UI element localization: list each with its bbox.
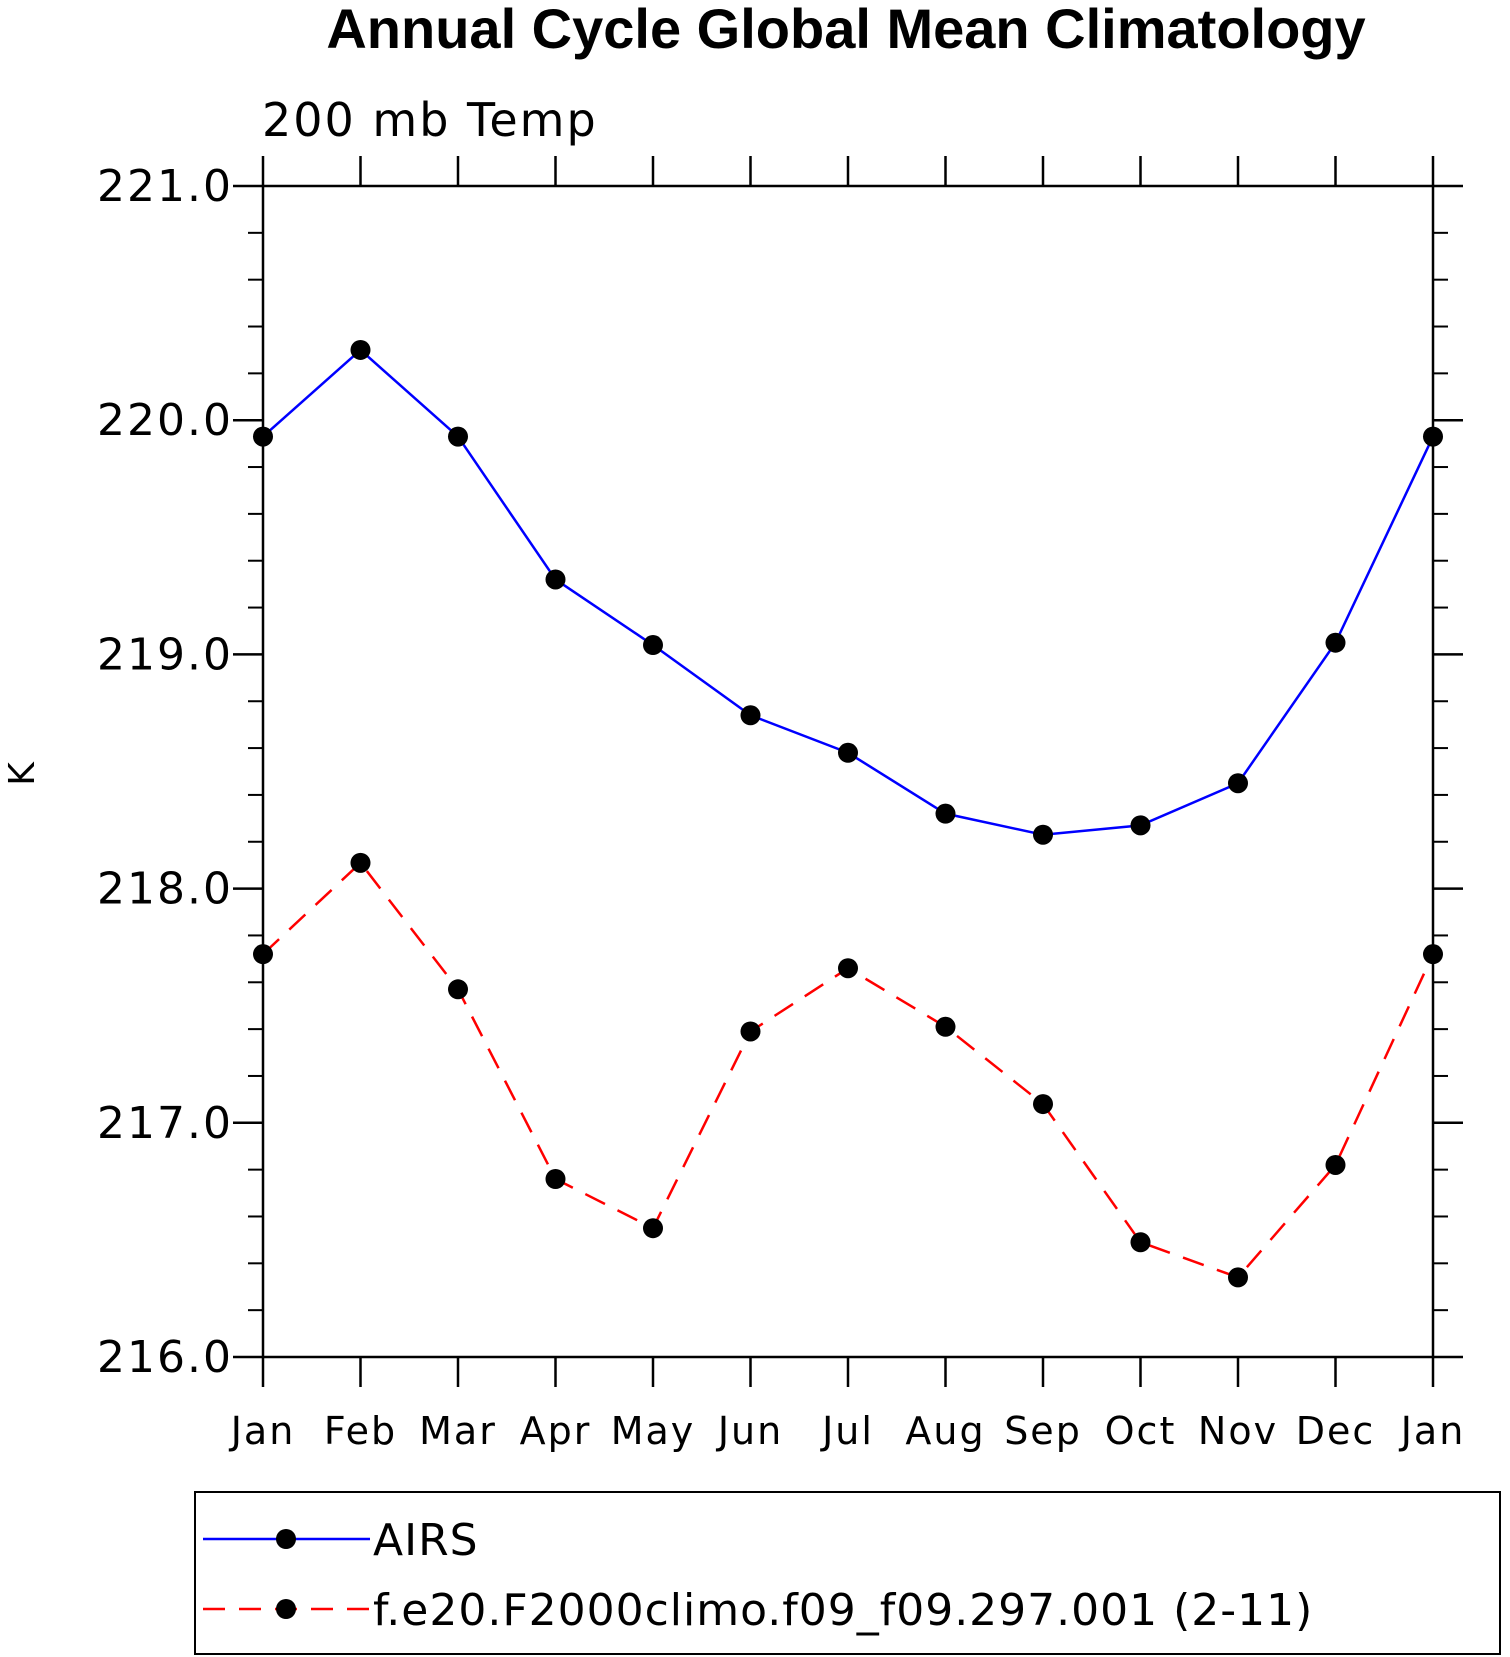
- x-tick-label: Jun: [716, 1409, 783, 1453]
- x-tick-label: Apr: [520, 1409, 592, 1453]
- axis-ticks: Jan Feb Mar Apr May Jun Jul Aug Sep Oct Nov Dec Jan 2…: [97, 156, 1466, 1453]
- data-point: [448, 426, 468, 447]
- data-point: [1033, 824, 1053, 845]
- chart-subtitle: 200 mb Temp: [262, 93, 598, 147]
- x-tick-label: Nov: [1198, 1409, 1278, 1453]
- data-point: [545, 1169, 566, 1190]
- plot-frame: [261, 184, 1435, 1359]
- legend: AIRS f.e20.F2000climo.f09_f09.297.001 (2-…: [203, 1515, 1313, 1636]
- data-point: [935, 803, 956, 824]
- data-point: [1130, 815, 1151, 836]
- data-point: [1228, 773, 1248, 794]
- data-point: [448, 979, 468, 1000]
- data-point: [838, 958, 858, 979]
- data-point: [1228, 1267, 1248, 1288]
- y-tick-label: 218.0: [97, 864, 233, 915]
- data-point: [1423, 426, 1443, 447]
- data-point: [1033, 1094, 1053, 1115]
- legend-marker: [276, 1599, 296, 1619]
- data-point: [740, 1021, 761, 1042]
- x-tick-label: Aug: [905, 1409, 985, 1453]
- data-point: [253, 944, 273, 965]
- y-axis-label: K: [2, 761, 43, 786]
- data-point: [350, 852, 371, 873]
- data-point: [1325, 1154, 1346, 1175]
- series-line: [262, 860, 1435, 1279]
- x-tick-label: Dec: [1296, 1409, 1376, 1453]
- x-tick-label: Jan: [229, 1409, 296, 1453]
- data-point: [1130, 1232, 1151, 1253]
- y-tick-label: 216.0: [97, 1332, 233, 1383]
- x-tick-label: Oct: [1105, 1409, 1177, 1453]
- data-point: [643, 1218, 663, 1239]
- data-point: [1423, 944, 1443, 965]
- data-point: [350, 339, 371, 360]
- legend-label: AIRS: [373, 1515, 479, 1566]
- data-point: [545, 569, 566, 590]
- legend-label: f.e20.F2000climo.f09_f09.297.001 (2-11): [373, 1585, 1313, 1636]
- series-1: [253, 339, 1443, 845]
- plot-border: [261, 184, 1435, 1359]
- x-tick-label: Jan: [1399, 1409, 1466, 1453]
- y-tick-label: 217.0: [97, 1098, 233, 1149]
- data-point: [935, 1016, 956, 1037]
- series-2: [253, 852, 1443, 1288]
- x-tick-label: May: [611, 1409, 696, 1453]
- x-tick-label: Sep: [1004, 1409, 1082, 1453]
- x-tick-label: Jul: [820, 1409, 874, 1453]
- y-tick-label: 220.0: [97, 395, 233, 446]
- data-point: [838, 742, 858, 763]
- y-tick-label: 219.0: [97, 629, 233, 680]
- legend-marker: [276, 1529, 296, 1549]
- x-tick-label: Feb: [324, 1409, 397, 1453]
- series-layer: [253, 339, 1443, 1288]
- y-tick-label: 221.0: [97, 161, 233, 212]
- data-point: [1325, 632, 1346, 653]
- legend-box: [194, 1491, 1501, 1655]
- chart-title: Annual Cycle Global Mean Climatology: [326, 0, 1365, 60]
- data-point: [253, 426, 273, 447]
- data-point: [643, 635, 663, 656]
- data-point: [740, 705, 761, 726]
- x-tick-label: Mar: [419, 1409, 497, 1453]
